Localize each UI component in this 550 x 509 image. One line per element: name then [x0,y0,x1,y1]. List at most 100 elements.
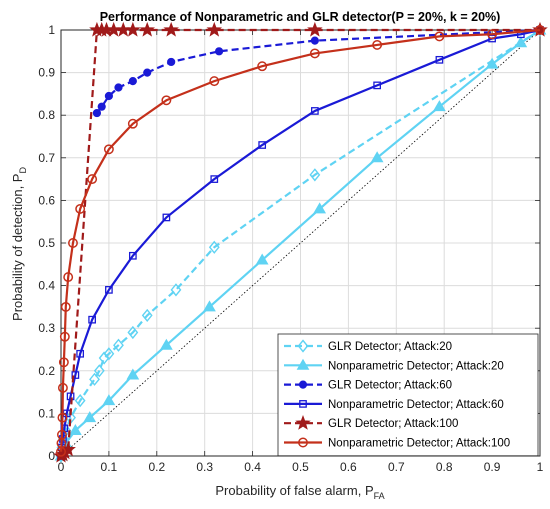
data-point [87,174,98,185]
data-point [69,423,82,435]
legend-marker [296,358,310,370]
x-axis-label: Probability of false alarm, PFA [215,483,384,501]
data-point [485,57,499,69]
x-tick-label: 0 [58,460,65,474]
data-point [313,202,327,214]
y-tick-label: 0.2 [38,364,55,378]
legend-label: GLR Detector; Attack:20 [328,341,452,353]
data-point [208,240,220,254]
y-tick-label: 0.5 [38,236,55,250]
x-tick-label: 0.5 [292,460,309,474]
series-group [53,21,548,463]
data-point [83,411,97,423]
data-point [76,349,85,358]
data-point [214,47,224,56]
data-point [57,429,67,440]
legend-label: Nonparametric Detector; Attack:20 [328,360,504,372]
data-point [255,253,269,265]
data-point [127,325,139,340]
x-tick-label: 1 [537,460,544,474]
series-2 [54,23,547,461]
data-point [103,144,114,155]
data-point [209,76,220,87]
x-tick-label: 0.4 [244,460,261,474]
series-line [59,28,541,457]
series-line [96,28,541,114]
data-point [60,301,71,312]
data-point [170,283,182,297]
data-point [105,286,113,294]
chart-title: Performance of Nonparametric and GLR det… [100,10,501,24]
x-tick-label: 0.7 [388,460,405,474]
data-point [487,29,498,40]
data-point [97,102,106,111]
legend-marker [298,380,308,389]
data-point [93,364,105,378]
data-point [114,83,123,92]
data-point [139,21,155,37]
legend-marker [299,400,307,408]
data-point [127,118,138,129]
data-point [163,21,179,37]
data-point [92,108,102,118]
data-point [71,371,80,379]
x-tick-label: 0.1 [101,460,118,474]
data-point [532,21,548,37]
legend: GLR Detector; Attack:20 Nonparametric Det… [277,333,539,457]
y-axis-label-main: Probability of detection, P [10,174,25,321]
data-point [63,272,74,283]
data-point [104,91,114,101]
x-axis-label-main: Probability of false alarm, P [215,483,373,498]
data-point [203,300,216,312]
data-point [75,203,86,214]
legend-label: Nonparametric Detector; Attack:100 [328,438,510,450]
y-tick-label: 0.3 [38,321,55,335]
data-point [373,81,381,90]
data-point [309,48,320,59]
y-axis-label: Probability of detection, PD [10,167,28,321]
data-point [372,39,383,50]
data-point [310,36,319,45]
data-point [307,21,323,37]
y-tick-label: 0.8 [38,108,55,122]
legend-marker [297,339,309,353]
legend-marker [295,415,311,430]
legend-label: GLR Detector; Attack:100 [328,418,458,430]
data-point [435,55,444,64]
series-line [59,29,541,457]
x-tick-label: 0.8 [436,460,453,474]
y-tick-label: 0.6 [38,193,55,207]
data-point [370,151,384,163]
data-point [258,141,267,149]
data-point [89,372,100,386]
data-point [141,308,153,323]
legend-item: GLR Detector; Attack:20 [284,339,452,353]
legend-item: Nonparametric Detector; Attack:60 [284,399,504,411]
legend-marker [298,437,308,448]
x-tick-label: 0.6 [340,460,357,474]
legend-item: Nonparametric Detector; Attack:100 [284,438,510,450]
y-tick-label: 0.1 [38,406,55,420]
data-point [57,412,68,423]
y-tick-label: 0.9 [38,66,55,80]
data-point [102,394,116,406]
data-point [59,331,70,342]
data-point [160,338,173,350]
data-point [68,238,78,248]
data-point [128,251,137,260]
x-axis-label-sub: FA [374,491,385,501]
data-point [311,107,319,115]
tick-labels: 0 0.1 0.2 0.3 0.4 0.5 0.6 0.7 0.8 0.9 1 0 0.1 0.2 0.3 0… [38,23,543,474]
data-point [535,25,545,35]
legend-label: GLR Detector; Attack:60 [328,380,452,392]
data-point [309,168,321,182]
legend-label: Nonparametric Detector; Attack:60 [328,399,504,411]
y-tick-label: 0 [48,449,55,463]
data-point [57,382,68,393]
data-point [434,31,445,42]
data-point [161,95,172,106]
x-tick-label: 0.9 [484,460,501,474]
data-point [125,21,141,37]
data-point [88,315,96,324]
